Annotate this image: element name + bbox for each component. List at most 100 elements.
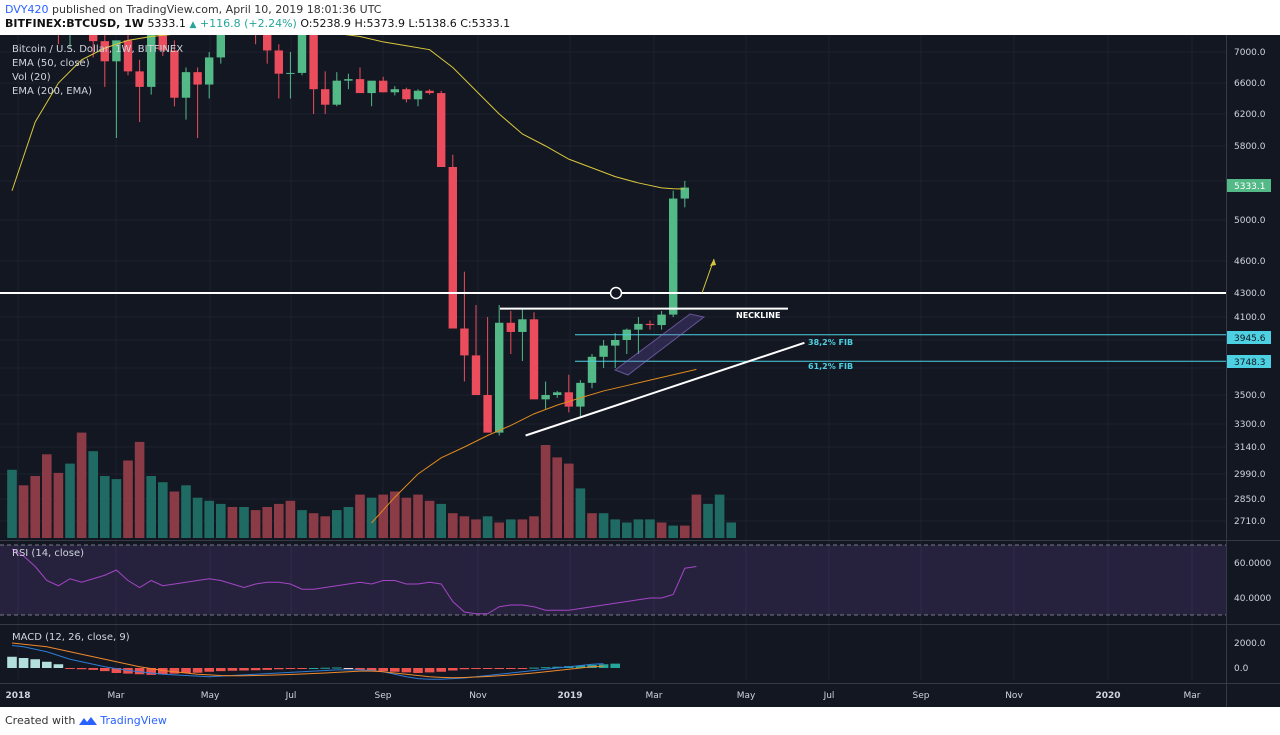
candle-body — [425, 90, 434, 94]
volume-bar — [285, 500, 296, 538]
macd-histogram-bar — [100, 668, 110, 672]
macd-histogram-bar — [308, 668, 319, 669]
volume-bar — [726, 522, 736, 538]
candle-body — [274, 50, 283, 74]
candlesticks — [57, 35, 689, 436]
candle-body — [344, 79, 353, 81]
macd-histogram-bar — [436, 668, 446, 672]
volume-bar — [680, 525, 690, 538]
neckline-label: NECKLINE — [736, 311, 780, 320]
candle-body — [135, 71, 144, 87]
macd-histogram-bar — [540, 667, 551, 669]
macd-histogram-bar — [169, 668, 180, 674]
ema200-line — [371, 368, 697, 524]
candle-body — [216, 35, 225, 58]
volume-bar — [146, 476, 156, 538]
volume-bar — [76, 432, 87, 538]
macd-histogram-bar — [482, 668, 493, 669]
volume-bar — [65, 463, 75, 538]
candle-body — [390, 89, 399, 93]
y-tick-label: 3500.0 — [1234, 391, 1266, 401]
candle-body — [437, 93, 446, 167]
macd-histogram-bar — [517, 668, 528, 669]
macd-histogram-bar — [494, 668, 504, 669]
macd-histogram-bar — [76, 668, 87, 670]
volume-bar — [18, 485, 29, 538]
volume-bar — [564, 463, 574, 538]
macd-histogram-bar — [239, 668, 249, 671]
candle-body — [402, 89, 411, 100]
legend-ema200: EMA (200, EMA) — [12, 86, 92, 97]
volume-bar — [181, 485, 191, 538]
volume-bar — [320, 516, 330, 538]
volume-bar — [448, 513, 458, 538]
x-tick-label: 2020 — [1095, 691, 1120, 701]
fib-612-label: 61,2% FIB — [808, 362, 853, 371]
macd-histogram-bar — [366, 668, 377, 671]
candle-body — [483, 395, 492, 433]
macd-histogram-bar — [424, 668, 435, 673]
macd-histogram-bar — [459, 668, 470, 670]
ohlc-values: O:5238.9 H:5373.9 L:5138.6 C:5333.1 — [300, 17, 511, 30]
volume-bar — [100, 476, 110, 538]
macd-histogram-bar — [575, 665, 586, 668]
publish-info: published on TradingView.com, April 10, … — [52, 3, 382, 16]
macd-histogram-bar — [285, 668, 296, 669]
volume-bar — [703, 503, 713, 538]
x-tick-label: Sep — [913, 691, 930, 701]
macd-histogram-bar — [88, 668, 98, 670]
legend-title: Bitcoin / U.S. Dollar, 1W, BITFINEX — [12, 44, 183, 55]
macd-signal-line — [11, 642, 604, 679]
y-tick-label: 4100.0 — [1234, 313, 1266, 323]
volume-bars — [7, 432, 736, 538]
x-tick-label: 2019 — [557, 691, 582, 701]
candle-body — [379, 80, 388, 93]
candle-body — [541, 395, 550, 400]
ema50-line — [11, 35, 685, 191]
volume-bar — [517, 519, 528, 538]
last-price-value: 5333.1 — [1234, 182, 1266, 192]
volume-bar — [459, 516, 470, 538]
price-value: 5333.1 — [147, 17, 186, 30]
volume-bar — [30, 476, 40, 538]
candle-body — [89, 35, 98, 42]
volume-bar — [587, 513, 597, 538]
publish-header: DVY420 published on TradingView.com, Apr… — [0, 0, 1280, 35]
y-tick-label: 2710.0 — [1234, 517, 1266, 527]
macd-label: MACD (12, 26, close, 9) — [12, 632, 130, 643]
macd-histogram-bar — [297, 668, 307, 669]
volume-bar — [111, 479, 122, 538]
candle-body — [286, 72, 295, 74]
macd-histogram-bar — [529, 667, 539, 669]
volume-bar — [88, 451, 98, 538]
volume-bar — [169, 491, 180, 538]
volume-bar — [471, 519, 481, 538]
tradingview-brand[interactable]: TradingView — [100, 714, 167, 727]
volume-bar — [714, 494, 725, 538]
rsi-tick-label: 40.0000 — [1234, 594, 1271, 604]
x-tick-label: 2018 — [5, 691, 30, 701]
candle-body — [112, 40, 121, 62]
macd-histogram-bar — [146, 668, 156, 675]
x-tick-label: Nov — [469, 691, 487, 701]
x-tick-label: Mar — [1184, 691, 1201, 701]
axes: 7000.0 6600.0 6200.0 5800.0 5000.0 4600.0 4300… — [0, 35, 1280, 707]
author-link[interactable]: DVY420 — [5, 3, 49, 16]
candle-body — [680, 187, 689, 199]
macd-histogram-bar — [274, 668, 284, 670]
macd-pane — [7, 642, 620, 680]
macd-histogram-bar — [216, 668, 226, 672]
quote-line: BITFINEX:BTCUSD, 1W 5333.1 ▲ +116.8 (+2.… — [5, 17, 510, 30]
candle-body — [297, 35, 307, 73]
volume-bar — [378, 494, 388, 538]
volume-bar — [262, 507, 272, 538]
chart-canvas[interactable]: 7000.0 6600.0 6200.0 5800.0 5000.0 4600.0 4300… — [0, 35, 1280, 707]
volume-bar — [239, 507, 249, 538]
macd-histogram-bar — [401, 668, 412, 673]
macd-histogram-bar — [30, 659, 40, 668]
candle-body — [367, 80, 376, 94]
volume-bar — [390, 491, 400, 538]
macd-histogram-bar — [250, 668, 261, 671]
macd-tick-label: 0.0 — [1234, 664, 1249, 674]
volume-bar — [227, 507, 238, 538]
